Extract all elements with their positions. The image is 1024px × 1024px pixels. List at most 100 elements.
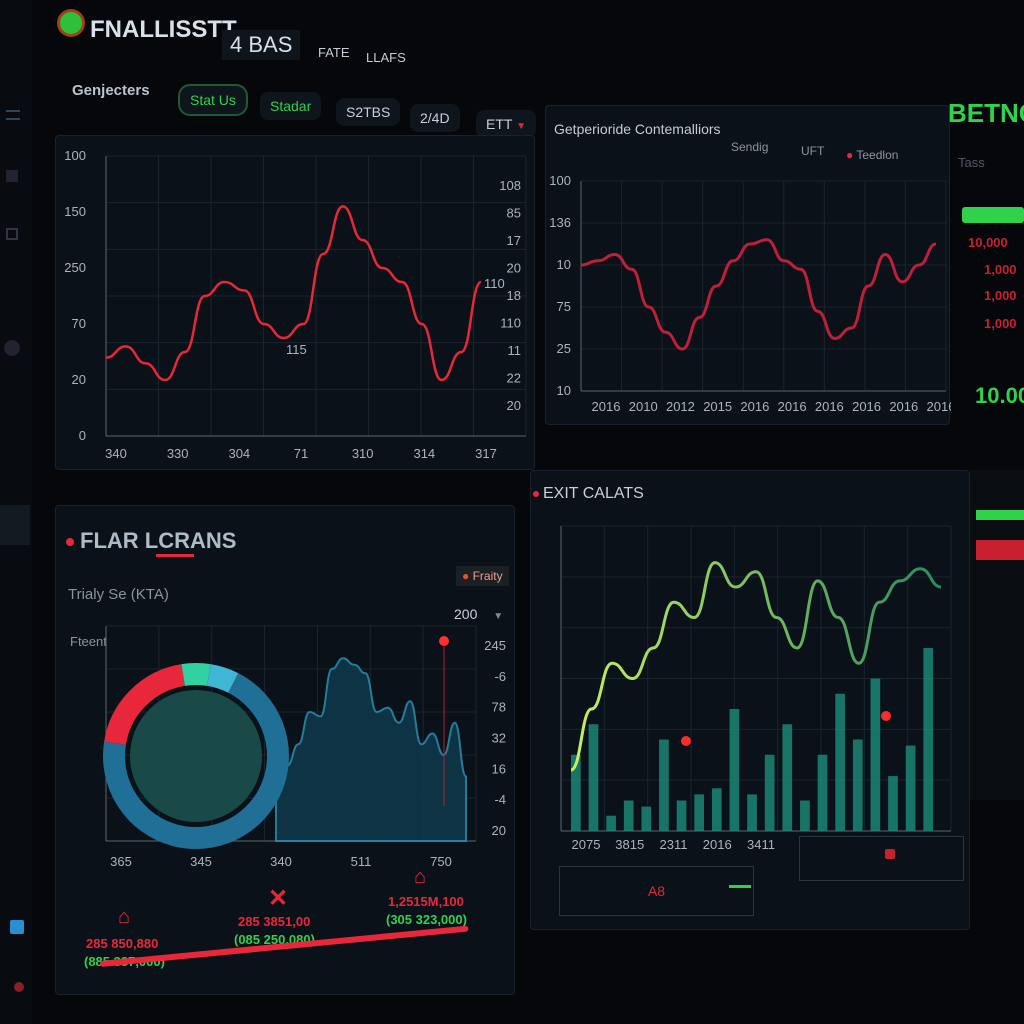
menu-icon[interactable] xyxy=(6,110,20,120)
tab-24d[interactable]: 2/4D xyxy=(410,104,460,132)
chart-4-title: EXIT CALATS xyxy=(543,485,644,502)
y-tick-label: -6 xyxy=(494,669,506,684)
bar xyxy=(711,788,722,831)
tab-ett-label: ETT xyxy=(486,116,513,132)
x-tick-label: 340 xyxy=(270,854,292,869)
bar xyxy=(606,815,616,831)
marker-dot xyxy=(881,711,891,721)
sidebar-row-2[interactable]: 1,000 xyxy=(984,262,1017,277)
bar xyxy=(623,800,634,831)
summary-value-3: 1,2515M,100 xyxy=(388,894,464,909)
tab-stadar[interactable]: Stadar xyxy=(260,92,322,120)
bar xyxy=(835,693,845,831)
bar xyxy=(764,754,775,831)
sidebar-row-3[interactable]: 1,000 xyxy=(984,288,1017,303)
y2-tick-label: 11 xyxy=(508,343,522,358)
x-tick-label: 750 xyxy=(430,854,452,869)
donut-slice-blue xyxy=(103,673,289,849)
sidebar-subtitle: Tass xyxy=(958,155,985,170)
summary-house-icon-1: ⌂ xyxy=(118,906,131,928)
x-tick-label: 2016 xyxy=(852,399,881,414)
donut-center xyxy=(130,690,262,822)
logo-icon xyxy=(60,12,82,34)
red-dot-icon: ● xyxy=(846,148,854,162)
chart-panel-1: 100 150 250 70 20 0 108 85 17 20 18 110 11 22 20 340 330… xyxy=(55,135,535,470)
bar xyxy=(782,724,793,831)
area-series xyxy=(275,657,467,842)
red-dot-icon xyxy=(533,491,539,497)
x-tick-label: 304 xyxy=(228,446,250,461)
chart-2-legend-teedlon[interactable]: ● Teedlon xyxy=(846,148,898,162)
y-tick-label: 10 xyxy=(557,257,571,272)
chart-panel-2: Getperioride Contemalliors Sendig UFT ● … xyxy=(545,105,951,425)
chart-2-title: Getperioride Contemalliors xyxy=(554,121,721,137)
tab-s2tbs[interactable]: S2TBS xyxy=(336,98,401,126)
square-icon[interactable] xyxy=(0,505,30,545)
bar xyxy=(800,800,810,831)
y2-tick-label: 108 xyxy=(499,178,521,193)
x-tick-label: 2016 xyxy=(927,399,951,414)
y2-tick-label: 110 xyxy=(500,316,521,331)
footer-box-2[interactable] xyxy=(799,836,964,881)
chart-3-dropdown[interactable]: 200 ▼ xyxy=(454,606,503,622)
bar xyxy=(870,678,881,831)
status-icon[interactable] xyxy=(10,920,24,934)
y-tick-label: 16 xyxy=(492,761,506,776)
donut-slice-teal xyxy=(181,663,211,686)
chart-icon[interactable] xyxy=(6,170,18,182)
toolbar-label: Genjecters xyxy=(72,82,150,99)
chart-3-title: FLAR LCRANS xyxy=(80,528,237,553)
chart-3-subtitle: Trialy Se (KTA) xyxy=(68,586,169,603)
header-link-llafs[interactable]: LLAFS xyxy=(366,50,406,65)
chart-panel-3: FLAR LCRANS Trialy Se (KTA) ● Fraity 200… xyxy=(55,505,515,995)
bar xyxy=(747,794,757,831)
y2-tick-label: 17 xyxy=(507,233,521,248)
x-tick-label: 2016 xyxy=(592,399,621,414)
series-line xyxy=(105,205,482,382)
summary-house-icon-3: ⌂ xyxy=(414,866,427,888)
donut-slice-cyan xyxy=(206,664,239,693)
chart-2-legend-teedlon-label: Teedlon xyxy=(856,148,899,162)
footer-box-label: A8 xyxy=(647,883,666,899)
x-tick-label: 2016 xyxy=(740,399,769,414)
x-tick-label: 317 xyxy=(475,446,497,461)
x-tick-label: 2311 xyxy=(660,837,688,852)
chart-3: 245 -6 78 32 16 -4 20 365 345 340 511 750 xyxy=(103,625,506,869)
bar xyxy=(676,800,687,831)
sidebar-row-4[interactable]: 1,000 xyxy=(984,316,1017,331)
x-tick-label: 2010 xyxy=(629,399,658,414)
y-tick-label: 75 xyxy=(557,299,571,314)
sidebar-lower-red xyxy=(976,540,1024,560)
donut-slice-red xyxy=(104,664,186,746)
bar xyxy=(923,648,934,831)
chart-4: 2075 3815 2311 2016 3411 xyxy=(560,525,952,852)
chevron-down-icon: ▼ xyxy=(516,121,526,132)
x-tick-label: 2012 xyxy=(666,399,695,414)
bar xyxy=(694,794,705,831)
red-dot-icon xyxy=(66,538,74,546)
x-tick-label: 314 xyxy=(413,446,435,461)
tab-stat-us[interactable]: Stat Us xyxy=(178,84,248,116)
left-rail xyxy=(0,0,32,1024)
chart-3-badge[interactable]: ● Fraity xyxy=(456,566,509,586)
footer-box-green-bar xyxy=(729,885,751,888)
header-badge[interactable]: 4 BAS xyxy=(222,30,301,60)
summary-value-2: 285 3851,00 xyxy=(238,914,311,929)
tab-ett[interactable]: ETT ▼ xyxy=(476,110,536,138)
circle-icon[interactable] xyxy=(4,340,20,356)
grid-icon[interactable] xyxy=(6,228,18,240)
y-tick-label: 32 xyxy=(492,731,506,746)
chart-2-legend-uft[interactable]: UFT xyxy=(801,144,825,158)
y-tick-label: 10 xyxy=(557,383,571,398)
x-tick-label: 2075 xyxy=(572,837,601,852)
sidebar-green-bar[interactable] xyxy=(962,207,1024,223)
bar xyxy=(641,806,652,831)
chart-2-legend-sendig[interactable]: Sendig xyxy=(731,140,769,154)
x-tick-label: 71 xyxy=(294,446,308,461)
sidebar-row-1[interactable]: 10,000 xyxy=(968,235,1008,250)
bar xyxy=(571,754,581,831)
y-tick-label: -4 xyxy=(494,792,506,807)
header-link-fate[interactable]: FATE xyxy=(318,45,350,60)
footer-box-a8[interactable]: A8 xyxy=(559,866,754,916)
annotation-label: 115 xyxy=(286,342,307,357)
